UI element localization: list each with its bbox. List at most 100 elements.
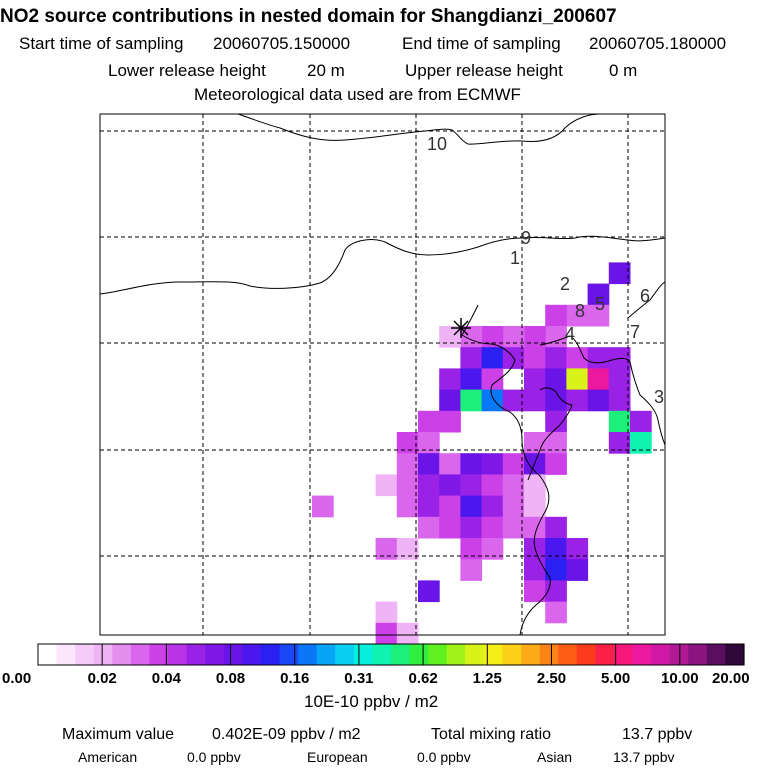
heatmap-cell bbox=[545, 326, 567, 348]
coastline bbox=[99, 235, 666, 295]
heatmap-cell bbox=[545, 516, 567, 539]
heatmap-cell bbox=[418, 516, 440, 539]
heatmap-cell bbox=[524, 347, 546, 369]
region-label: 4 bbox=[565, 324, 575, 344]
region-label: 5 bbox=[595, 294, 605, 314]
heatmap-cell bbox=[502, 516, 525, 539]
start-time-label: Start time of sampling bbox=[19, 34, 184, 53]
region-label: 9 bbox=[521, 228, 531, 248]
max-value: 0.402E-09 ppbv / m2 bbox=[212, 726, 361, 743]
colorbar-segment bbox=[613, 644, 634, 665]
heatmap-cell bbox=[630, 410, 652, 433]
heatmap-cell bbox=[418, 453, 440, 475]
american-label: American bbox=[78, 749, 138, 765]
colorbar-segment bbox=[168, 644, 188, 665]
heatmap-cell bbox=[545, 453, 567, 475]
coastline bbox=[527, 387, 573, 481]
heatmap-cell bbox=[396, 495, 419, 518]
heatmap-cell bbox=[312, 495, 334, 518]
colorbar-segment bbox=[428, 644, 448, 665]
heatmap-cell bbox=[439, 516, 461, 539]
coastline bbox=[627, 281, 666, 319]
colorbar-tick-label: 5.00 bbox=[601, 670, 631, 687]
heatmap-cell bbox=[439, 495, 461, 518]
region-label: 8 bbox=[575, 301, 585, 321]
heatmap-cell bbox=[566, 304, 589, 327]
total-mixing-value: 13.7 ppbv bbox=[622, 726, 693, 743]
upper-height-value: 0 m bbox=[609, 61, 638, 80]
asian-label: Asian bbox=[537, 749, 573, 765]
map-frame bbox=[99, 113, 666, 636]
heatmap-cell bbox=[608, 389, 631, 412]
colorbar-segment bbox=[93, 644, 113, 665]
heatmap-cell bbox=[608, 410, 631, 433]
colorbar-tick-label: 0.00 bbox=[2, 670, 32, 687]
colorbar-segment bbox=[130, 644, 151, 665]
heatmap-cell bbox=[545, 559, 567, 581]
heatmap-cell bbox=[545, 368, 567, 391]
colorbar-tick-label: 10.00 bbox=[661, 670, 699, 687]
colorbar-segment bbox=[669, 644, 689, 665]
heatmap-cell bbox=[502, 474, 525, 497]
european-label: European bbox=[307, 749, 368, 765]
coastlines bbox=[99, 113, 666, 636]
heatmap-cell bbox=[545, 538, 567, 560]
colorbar-segment bbox=[298, 644, 318, 665]
heatmap-cell bbox=[545, 601, 567, 624]
colorbar-tick-label: 2.50 bbox=[536, 670, 567, 687]
heatmap-cell bbox=[460, 347, 483, 369]
heatmap-cell bbox=[524, 389, 546, 412]
heatmap-cell bbox=[481, 495, 504, 518]
region-label: 6 bbox=[640, 286, 650, 306]
coastline bbox=[539, 335, 666, 446]
heatmap-cell bbox=[439, 389, 461, 412]
colorbar-segment bbox=[558, 644, 578, 665]
heatmap-cell bbox=[460, 453, 483, 475]
heatmap-cell bbox=[545, 410, 567, 433]
heatmap-cell bbox=[608, 368, 631, 391]
colorbar-tick-label: 0.62 bbox=[408, 670, 438, 687]
colorbar-segment bbox=[316, 644, 336, 665]
heatmap-cell bbox=[524, 516, 546, 539]
colorbar-segment bbox=[632, 644, 652, 665]
heatmap-cell bbox=[566, 538, 589, 560]
colorbar-segment bbox=[149, 644, 169, 665]
heatmap-cell bbox=[502, 326, 525, 348]
heatmap-cell bbox=[375, 622, 398, 645]
heatmap-cell bbox=[608, 262, 631, 285]
heatmap-cell bbox=[545, 580, 567, 603]
colorbar-segment bbox=[465, 644, 485, 665]
colorbar bbox=[37, 643, 745, 666]
colorbar-segment bbox=[502, 644, 522, 665]
heatmap-cell bbox=[418, 410, 440, 433]
heatmap-cell bbox=[460, 368, 483, 391]
region-labels: 1 2 3 4 5 6 7 8 9 10 bbox=[427, 134, 664, 407]
heatmap-cell bbox=[418, 495, 440, 518]
heatmap-cell bbox=[396, 474, 419, 497]
colorbar-segment bbox=[409, 644, 429, 665]
heatmap-cell bbox=[587, 389, 610, 412]
heatmap-cell bbox=[566, 389, 589, 412]
heatmap-cell bbox=[524, 474, 546, 497]
heatmap-cell bbox=[375, 474, 398, 497]
heatmap-cell bbox=[418, 432, 440, 454]
end-time-label: End time of sampling bbox=[402, 34, 561, 53]
start-time-value: 20060705.150000 bbox=[213, 34, 351, 53]
units-label: 10E-10 ppbv / m2 bbox=[304, 692, 439, 711]
heatmap-cell bbox=[418, 580, 440, 603]
station-marker bbox=[451, 318, 471, 338]
concentration-field bbox=[312, 262, 652, 666]
colorbar-segment bbox=[56, 644, 76, 665]
heatmap-cell bbox=[524, 326, 546, 348]
heatmap-cell bbox=[587, 347, 610, 369]
heatmap-cell bbox=[460, 474, 483, 497]
heatmap-cell bbox=[439, 474, 461, 497]
heatmap-cell bbox=[566, 347, 589, 369]
colorbar-segment bbox=[483, 644, 504, 665]
heatmap-cell bbox=[375, 601, 398, 624]
heatmap-cell bbox=[524, 368, 546, 391]
heatmap-cell bbox=[439, 453, 461, 475]
colorbar-tick-label: 0.04 bbox=[151, 670, 181, 687]
colorbar-segment bbox=[186, 644, 206, 665]
